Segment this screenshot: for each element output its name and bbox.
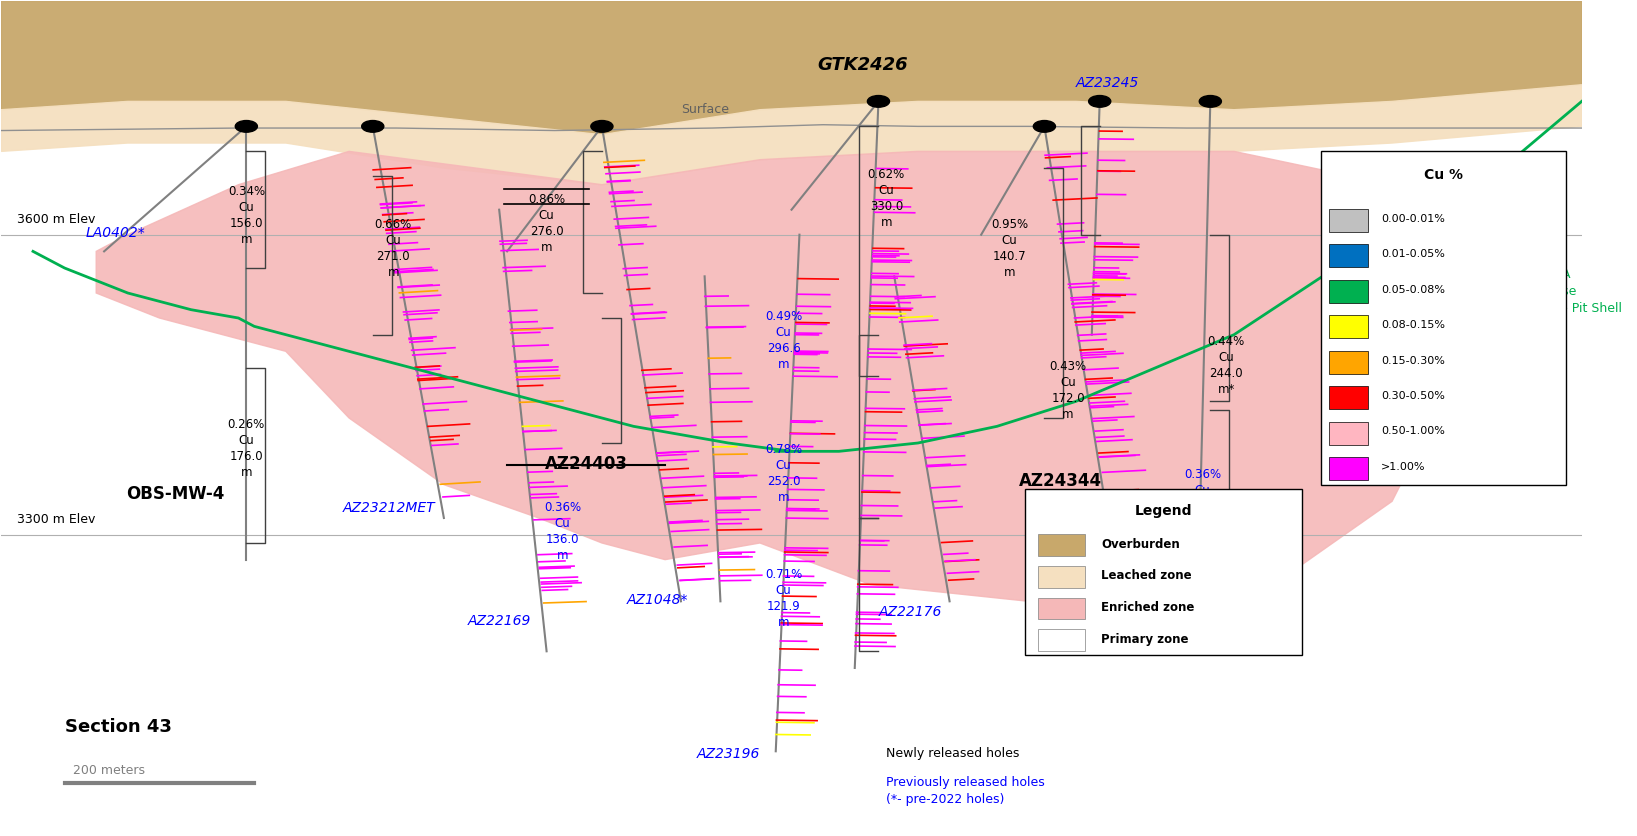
Bar	[1329, 421, 1369, 445]
Bar	[1329, 315, 1369, 339]
Text: Overburden: Overburden	[1102, 538, 1180, 551]
Text: AZ23245: AZ23245	[1076, 76, 1139, 90]
Text: 0.26%
Cu
176.0
m: 0.26% Cu 176.0 m	[228, 418, 265, 479]
Text: 0.49%
Cu
296.6
m: 0.49% Cu 296.6 m	[764, 309, 802, 370]
Text: 0.00-0.01%: 0.00-0.01%	[1382, 214, 1445, 224]
Text: 0.86%
Cu
276.0
m: 0.86% Cu 276.0 m	[529, 193, 565, 254]
Text: AZ1048*: AZ1048*	[627, 593, 688, 607]
Circle shape	[362, 120, 383, 132]
Text: LA0402*: LA0402*	[85, 227, 146, 241]
Polygon shape	[2, 2, 1581, 135]
Text: Newly released holes: Newly released holes	[886, 747, 1020, 760]
Text: 0.01-0.05%: 0.01-0.05%	[1382, 249, 1445, 259]
Text: 0.71%
Cu
121.9
m: 0.71% Cu 121.9 m	[764, 568, 802, 629]
Text: AZ22169: AZ22169	[468, 614, 530, 628]
Text: Legend: Legend	[1134, 504, 1192, 517]
Text: AZ23212MET: AZ23212MET	[342, 502, 435, 515]
Text: AZ23196: AZ23196	[697, 747, 760, 761]
Text: 3300 m Elev: 3300 m Elev	[18, 513, 95, 527]
Circle shape	[868, 95, 889, 107]
Polygon shape	[2, 84, 1581, 185]
Text: Cu %: Cu %	[1424, 168, 1463, 182]
Text: 0.05-0.08%: 0.05-0.08%	[1382, 285, 1445, 295]
Text: Section 43: Section 43	[64, 718, 172, 736]
Text: 3600 m Elev: 3600 m Elev	[18, 213, 95, 227]
Circle shape	[591, 120, 612, 132]
Text: 0.95%
Cu
140.7
m: 0.95% Cu 140.7 m	[990, 218, 1028, 279]
Circle shape	[1089, 95, 1112, 107]
Text: GTK2426: GTK2426	[817, 55, 909, 74]
Text: 0.66%
Cu
271.0
m: 0.66% Cu 271.0 m	[375, 218, 413, 279]
Bar	[1025, 489, 1301, 655]
Text: AZ24344: AZ24344	[1018, 472, 1102, 490]
Text: Previously released holes
(*- pre-2022 holes): Previously released holes (*- pre-2022 h…	[886, 777, 1044, 806]
Text: OBS-MW-4: OBS-MW-4	[126, 485, 224, 502]
Bar	[1329, 209, 1369, 232]
Bar	[1038, 534, 1085, 556]
Bar	[1329, 386, 1369, 409]
Text: 0.62%
Cu
330.0
m: 0.62% Cu 330.0 m	[868, 168, 905, 229]
Text: 0.44%
Cu
244.0
m*: 0.44% Cu 244.0 m*	[1208, 334, 1244, 395]
Bar	[1038, 630, 1085, 651]
Text: Primary zone: Primary zone	[1102, 633, 1188, 645]
Text: AZ0834*: AZ0834*	[1148, 535, 1210, 548]
Text: 0.08-0.15%: 0.08-0.15%	[1382, 320, 1445, 330]
Text: 0.36%
Cu
136.0
m: 0.36% Cu 136.0 m	[543, 502, 581, 563]
Text: 0.43%
Cu
172.0
m: 0.43% Cu 172.0 m	[1049, 359, 1087, 421]
Bar	[1038, 566, 1085, 588]
Text: >1.00%: >1.00%	[1382, 461, 1426, 472]
Text: 0.36%
Cu
85.4
m*: 0.36% Cu 85.4 m*	[1184, 468, 1221, 529]
Text: 0.50-1.00%: 0.50-1.00%	[1382, 426, 1445, 436]
Text: 0.34%
Cu
156.0
m: 0.34% Cu 156.0 m	[228, 185, 265, 246]
Bar	[1329, 351, 1369, 374]
Polygon shape	[97, 151, 1455, 601]
Text: Leached zone: Leached zone	[1102, 569, 1192, 583]
Text: 0.78%
Cu
252.0
m: 0.78% Cu 252.0 m	[764, 443, 802, 504]
Text: 0.15-0.30%: 0.15-0.30%	[1382, 355, 1445, 365]
Text: AZ24403: AZ24403	[545, 456, 627, 473]
Text: Surface: Surface	[681, 104, 728, 116]
Text: 200 meters: 200 meters	[72, 764, 144, 777]
Bar	[1329, 457, 1369, 480]
Text: 0.30-0.50%: 0.30-0.50%	[1382, 391, 1445, 401]
Circle shape	[1200, 95, 1221, 107]
Text: Enriched zone: Enriched zone	[1102, 601, 1195, 614]
Bar	[1321, 151, 1567, 485]
Bar	[1038, 598, 1085, 619]
Circle shape	[1033, 120, 1056, 132]
Bar	[1329, 280, 1369, 303]
Text: AZ22176: AZ22176	[879, 605, 941, 619]
Text: 2023 PEA
Base Case
Mineable Pit Shell: 2023 PEA Base Case Mineable Pit Shell	[1511, 268, 1622, 315]
Circle shape	[236, 120, 257, 132]
Bar	[1329, 244, 1369, 268]
